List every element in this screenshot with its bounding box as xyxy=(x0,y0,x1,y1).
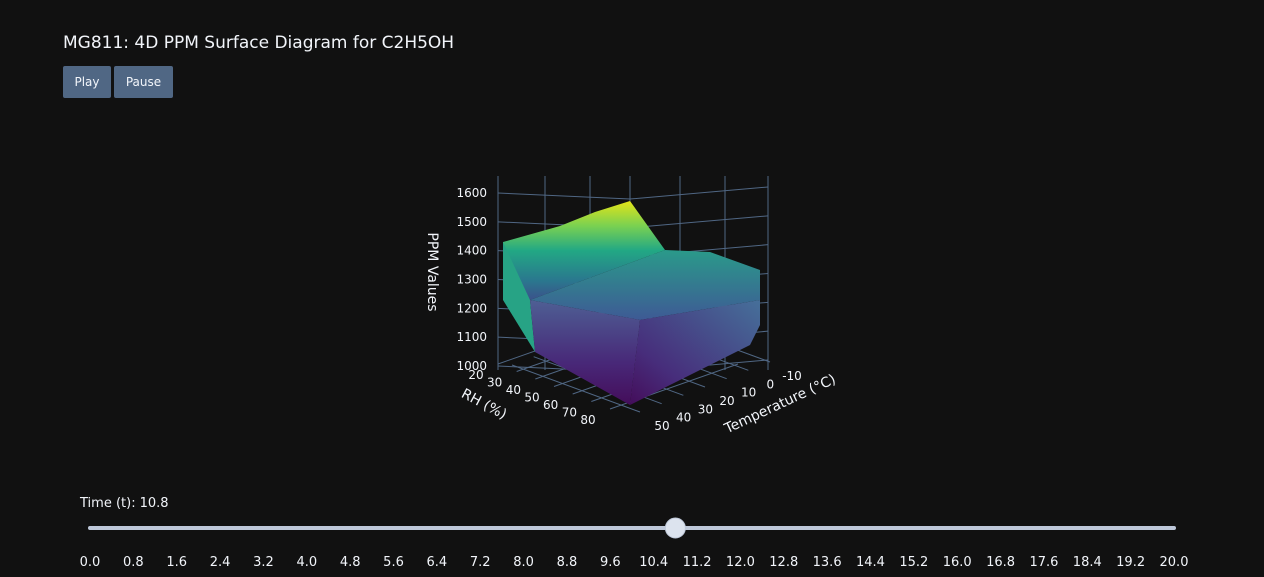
slider-caption: Time (t): xyxy=(80,496,136,511)
x-tick-label: 20 xyxy=(719,394,734,408)
surface-top xyxy=(503,201,665,300)
y-tick-label: 40 xyxy=(506,383,521,397)
surface-top-right xyxy=(530,250,760,320)
z-tick-label: 1500 xyxy=(456,215,487,229)
z-grid-line xyxy=(497,186,769,200)
slider-tick-label[interactable]: 7.2 xyxy=(470,555,491,570)
slider-value: 10.8 xyxy=(139,496,169,511)
slider-tick-label[interactable]: 10.4 xyxy=(639,555,668,570)
slider-tick-label[interactable]: 9.6 xyxy=(600,555,621,570)
z-tick-label: 1400 xyxy=(456,244,487,258)
y-axis-title: RH (%) xyxy=(459,386,510,423)
x-axis-title: Temperature (°C) xyxy=(721,372,838,438)
slider-tick-label[interactable]: 0.0 xyxy=(80,555,101,570)
y-tick-label: 20 xyxy=(468,368,483,382)
surface-front-right xyxy=(630,300,760,405)
slider-tick-label[interactable]: 8.0 xyxy=(513,555,534,570)
slider-tick-label[interactable]: 8.8 xyxy=(557,555,578,570)
z-tick-label: 1100 xyxy=(456,330,487,344)
slider-tick-label[interactable]: 1.6 xyxy=(166,555,187,570)
slider-tick-label[interactable]: 20.0 xyxy=(1160,555,1189,570)
slider-tick-label[interactable]: 4.0 xyxy=(296,555,317,570)
slider-tick-label[interactable]: 15.2 xyxy=(899,555,928,570)
y-tick-label: 70 xyxy=(562,406,577,420)
y-tick-label: 80 xyxy=(580,413,595,427)
slider-handle[interactable] xyxy=(664,517,686,539)
pause-button[interactable]: Pause xyxy=(114,66,173,98)
surface-left-edge xyxy=(503,242,535,352)
slider-tick-label[interactable]: 18.4 xyxy=(1073,555,1102,570)
x-grid-line xyxy=(511,364,641,413)
x-tick-label: 30 xyxy=(698,402,713,416)
slider-tick-label[interactable]: 5.6 xyxy=(383,555,404,570)
y-tick-label: 50 xyxy=(524,391,539,405)
slider-tick-label[interactable]: 13.6 xyxy=(813,555,842,570)
x-tick-label: 10 xyxy=(741,386,756,400)
slider-tick-label[interactable]: 3.2 xyxy=(253,555,274,570)
chart-title: MG811: 4D PPM Surface Diagram for C2H5OH xyxy=(63,33,455,53)
surface xyxy=(503,201,760,405)
x-tick-label: 40 xyxy=(676,411,691,425)
slider-tick-label[interactable]: 19.2 xyxy=(1116,555,1145,570)
z-tick-label: 1200 xyxy=(456,301,487,315)
x-tick-label: 0 xyxy=(767,377,775,391)
slider-tick-label[interactable]: 16.8 xyxy=(986,555,1015,570)
slider-tick-label[interactable]: 17.6 xyxy=(1029,555,1058,570)
x-tick-label: 50 xyxy=(654,419,669,433)
x-tick-label: -10 xyxy=(782,369,802,383)
slider-tick-label[interactable]: 12.0 xyxy=(726,555,755,570)
slider-tick-label[interactable]: 16.0 xyxy=(943,555,972,570)
slider-tick-label[interactable]: 0.8 xyxy=(123,555,144,570)
play-button[interactable]: Play xyxy=(63,66,111,98)
y-tick-label: 60 xyxy=(543,398,558,412)
y-tick-label: 30 xyxy=(487,376,502,390)
slider-tick-label[interactable]: 14.4 xyxy=(856,555,885,570)
z-tick-label: 1600 xyxy=(456,186,487,200)
slider-tick-label[interactable]: 11.2 xyxy=(683,555,712,570)
slider-tick-label[interactable]: 4.8 xyxy=(340,555,361,570)
z-tick-label: 1300 xyxy=(456,273,487,287)
slider-tick-label[interactable]: 6.4 xyxy=(427,555,448,570)
z-tick-label: 1000 xyxy=(456,359,487,373)
slider-label: Time (t): 10.8 xyxy=(80,496,169,511)
surface-front-left xyxy=(530,300,640,405)
z-axis-title: PPM Values xyxy=(424,232,440,311)
slider-tick-label[interactable]: 12.8 xyxy=(769,555,798,570)
slider-tick-label[interactable]: 2.4 xyxy=(210,555,231,570)
